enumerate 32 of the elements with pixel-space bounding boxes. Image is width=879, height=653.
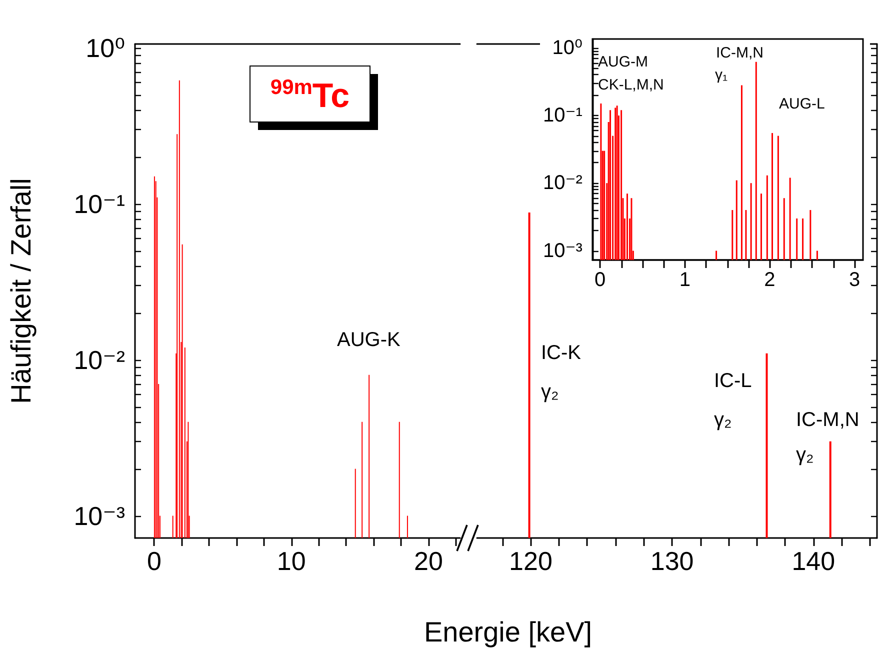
y-tick-label: 10⁰	[552, 36, 582, 59]
x-tick-label: 20	[414, 546, 443, 576]
annotation: AUG-K	[337, 329, 401, 351]
x-tick-label: 140	[792, 546, 836, 576]
x-tick-label: 0	[594, 269, 606, 291]
annotation: γ₂	[541, 381, 559, 403]
annotation: AUG-L	[779, 96, 825, 112]
annotation: IC-M,N	[796, 409, 860, 431]
annotation: AUG-M	[598, 54, 648, 70]
annotation: IC-M,N	[716, 44, 764, 62]
y-tick-label: 10⁻¹	[542, 104, 583, 126]
y-tick-label: 10⁻²	[542, 172, 583, 194]
x-tick-label: 2	[764, 269, 776, 291]
y-axis-title: Häufigkeit / Zerfall	[6, 178, 36, 404]
annotation: γ₂	[714, 409, 732, 431]
x-tick-label: 3	[848, 269, 860, 291]
annotation: CK-L,M,N	[598, 76, 664, 94]
x-tick-label: 120	[509, 546, 552, 576]
x-axis-title: Energie [keV]	[424, 616, 592, 648]
annotation: IC-K	[541, 342, 582, 364]
x-tick-label: 0	[146, 546, 162, 576]
annotation: γ₁	[715, 66, 728, 84]
y-tick-label: 10⁻³	[542, 240, 583, 262]
y-tick-label: 10⁻²	[74, 344, 126, 375]
x-tick-label: 10	[276, 546, 306, 576]
annotation: IC-L	[714, 370, 752, 392]
y-tick-label: 10⁻¹	[74, 188, 126, 219]
x-tick-label: 130	[650, 546, 694, 576]
y-tick-label: 10⁻³	[74, 500, 126, 531]
y-tick-label: 10⁰	[86, 32, 125, 63]
annotation: γ₂	[796, 444, 814, 466]
x-tick-label: 1	[679, 269, 690, 291]
